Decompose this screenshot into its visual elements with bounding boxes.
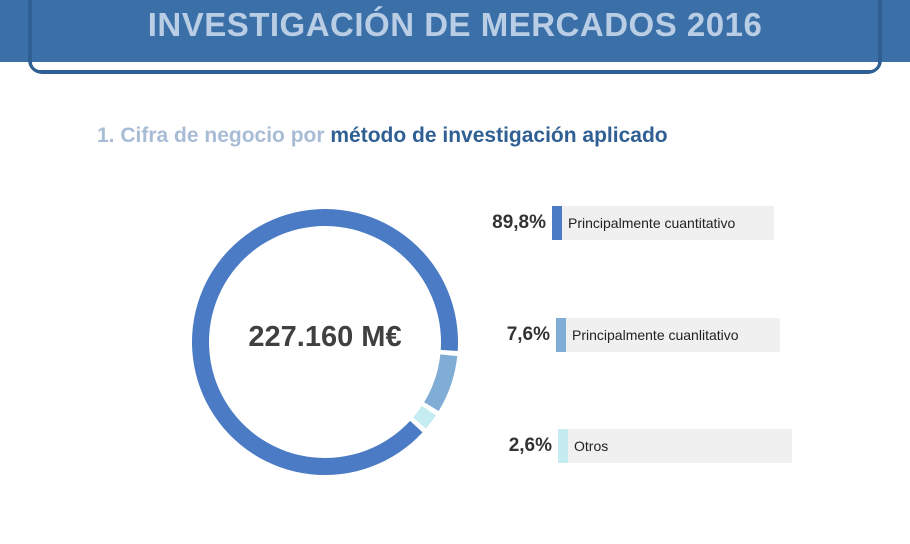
legend-percentage: 2,6% [508, 435, 552, 456]
chart-subtitle-prefix: 1. Cifra de negocio por [97, 124, 331, 147]
legend-percentage: 89,8% [492, 212, 546, 233]
legend-swatch [556, 318, 566, 352]
legend-label: Principalmente cuanlitativo [566, 318, 780, 352]
legend-label: Principalmente cuantitativo [562, 206, 774, 240]
legend-item: 89,8% Principalmente cuantitativo [486, 206, 774, 240]
legend-label: Otros [568, 429, 792, 463]
legend-item: 7,6% Principalmente cuanlitativo [490, 318, 780, 352]
header-frame-edge [32, 62, 878, 70]
donut-chart [185, 202, 465, 482]
donut-slice [413, 405, 436, 429]
legend-swatch [552, 206, 562, 240]
chart-subtitle: 1. Cifra de negocio por método de invest… [97, 124, 668, 148]
page-title: INVESTIGACIÓN DE MERCADOS 2016 [147, 6, 763, 43]
donut-slice [424, 354, 458, 412]
legend-item: 2,6% Otros [492, 429, 792, 463]
donut-svg [192, 209, 458, 475]
legend-percentage: 7,6% [506, 324, 550, 345]
chart-subtitle-emphasis: método de investigación aplicado [330, 124, 668, 147]
legend-swatch [558, 429, 568, 463]
donut-center-total: 227.160 M€ [248, 321, 402, 353]
header-frame [28, 0, 882, 74]
